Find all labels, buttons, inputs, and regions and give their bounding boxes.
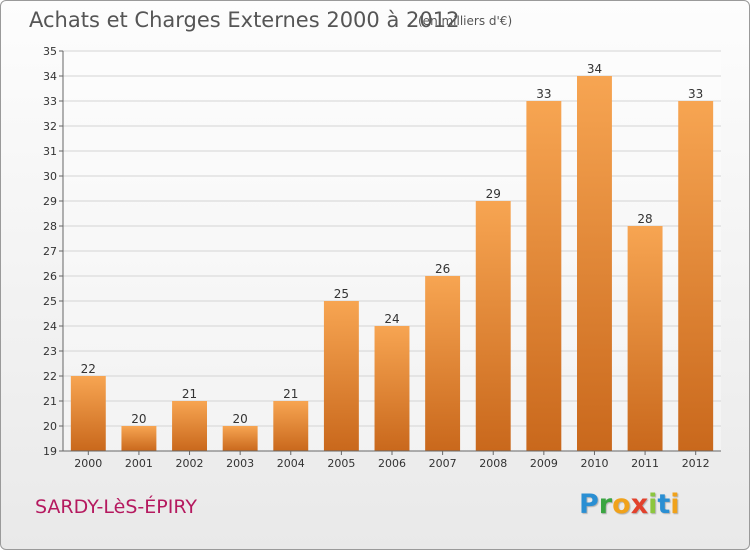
x-tick-label: 2007 [429, 457, 457, 470]
bar [374, 326, 410, 451]
data-label: 26 [435, 262, 450, 276]
bar [323, 301, 359, 451]
bar [121, 426, 157, 451]
labels: 19 20 21 22 23 24 25 26 27 28 29 30 31 32 33 34 35 22 2000… [43, 45, 710, 470]
y-tick-label: 31 [43, 145, 57, 158]
bars [70, 76, 714, 451]
x-tick-label: 2002 [176, 457, 204, 470]
y-tick-label: 27 [43, 245, 57, 258]
data-label: 33 [536, 87, 551, 101]
data-label: 22 [81, 362, 96, 376]
x-tick-label: 2005 [327, 457, 355, 470]
logo-letter: r [598, 489, 613, 520]
data-label: 20 [233, 412, 248, 426]
bar [576, 76, 612, 451]
bar [678, 101, 714, 451]
chart-unit: (en milliers d'€) [418, 14, 513, 28]
data-label: 33 [688, 87, 703, 101]
data-label: 21 [283, 387, 298, 401]
data-label: 25 [334, 287, 349, 301]
data-label: 28 [637, 212, 652, 226]
bar [526, 101, 562, 451]
bar [475, 201, 511, 451]
y-tick-label: 21 [43, 395, 57, 408]
x-tick-label: 2004 [277, 457, 305, 470]
logo-letter: i [670, 489, 680, 520]
x-tick-label: 2011 [631, 457, 659, 470]
y-tick-label: 30 [43, 170, 57, 183]
y-tick-label: 19 [43, 445, 57, 458]
data-label: 24 [384, 312, 399, 326]
y-tick-label: 20 [43, 420, 57, 433]
bar [425, 276, 461, 451]
bar [70, 376, 106, 451]
y-tick-label: 23 [43, 345, 57, 358]
y-tick-label: 24 [43, 320, 57, 333]
logo-letter: o [612, 489, 631, 520]
y-tick-label: 26 [43, 270, 57, 283]
bar [172, 401, 208, 451]
y-tick-label: 28 [43, 220, 57, 233]
logo-letter: x [630, 489, 649, 520]
y-tick-label: 35 [43, 45, 57, 58]
x-tick-label: 2000 [74, 457, 102, 470]
data-label: 20 [131, 412, 146, 426]
bar [627, 226, 663, 451]
proxiti-logo: Proxiti [579, 489, 680, 520]
y-tick-label: 22 [43, 370, 57, 383]
data-label: 34 [587, 62, 602, 76]
data-label: 29 [486, 187, 501, 201]
y-tick-label: 32 [43, 120, 57, 133]
x-tick-label: 2001 [125, 457, 153, 470]
x-tick-label: 2008 [479, 457, 507, 470]
y-tick-label: 25 [43, 295, 57, 308]
y-tick-label: 34 [43, 70, 57, 83]
x-tick-label: 2009 [530, 457, 558, 470]
bar [273, 401, 309, 451]
y-tick-label: 33 [43, 95, 57, 108]
logo-letter: P [579, 489, 599, 520]
x-tick-label: 2010 [580, 457, 608, 470]
x-tick-label: 2003 [226, 457, 254, 470]
data-label: 21 [182, 387, 197, 401]
logo-letter: t [657, 489, 671, 520]
x-tick-label: 2006 [378, 457, 406, 470]
chart-title: Achats et Charges Externes 2000 à 2012 [29, 8, 460, 32]
logo-letter: i [648, 489, 658, 520]
x-tick-label: 2012 [682, 457, 710, 470]
axes [59, 50, 721, 455]
commune-name: SARDY-LèS-ÉPIRY [35, 496, 197, 518]
bar [222, 426, 258, 451]
y-tick-label: 29 [43, 195, 57, 208]
